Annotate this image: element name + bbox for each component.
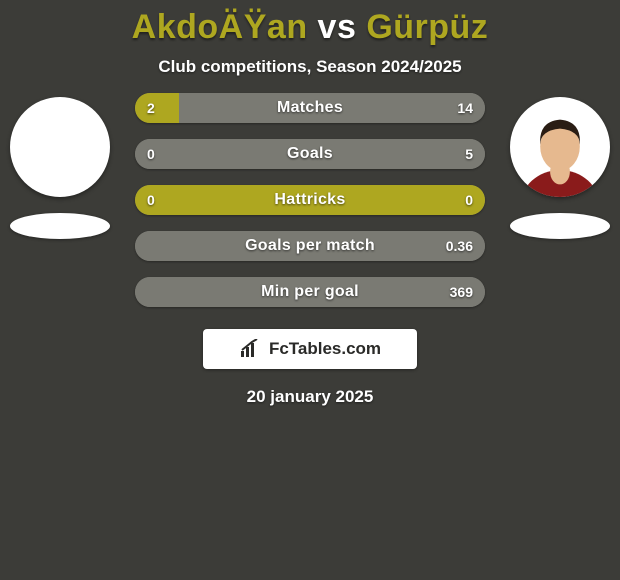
stat-bar: Matches214 (135, 93, 485, 123)
date: 20 january 2025 (0, 387, 620, 407)
branding-text: FcTables.com (269, 339, 381, 359)
comparison-card: AkdoÄŸan vs Gürpüz Club competitions, Se… (0, 0, 620, 580)
bar-seg-right (135, 231, 485, 261)
bar-seg-right (135, 277, 485, 307)
columns: Matches214 Goals05 Hattricks00 Goals per ma… (0, 93, 620, 307)
stat-bars: Matches214 Goals05 Hattricks00 Goals per ma… (135, 93, 485, 307)
player1-club-badge (10, 213, 110, 239)
title: AkdoÄŸan vs Gürpüz (0, 0, 620, 47)
bar-seg-right (179, 93, 485, 123)
right-side (505, 93, 615, 239)
stat-bar: Goals05 (135, 139, 485, 169)
player2-club-badge (510, 213, 610, 239)
chart-icon (239, 339, 263, 359)
player1-avatar (10, 97, 110, 197)
stat-bar: Goals per match0.36 (135, 231, 485, 261)
stat-bar: Hattricks00 (135, 185, 485, 215)
person-icon (515, 107, 605, 197)
title-player1: AkdoÄŸan (132, 8, 308, 46)
bar-seg-right (135, 139, 485, 169)
branding: FcTables.com (203, 329, 417, 369)
title-player2: Gürpüz (366, 8, 488, 46)
bar-seg-left (135, 93, 179, 123)
title-vs: vs (318, 8, 357, 46)
player2-avatar (510, 97, 610, 197)
bar-seg-left (135, 185, 485, 215)
subtitle: Club competitions, Season 2024/2025 (0, 57, 620, 77)
stat-bar: Min per goal369 (135, 277, 485, 307)
left-side (5, 93, 115, 239)
